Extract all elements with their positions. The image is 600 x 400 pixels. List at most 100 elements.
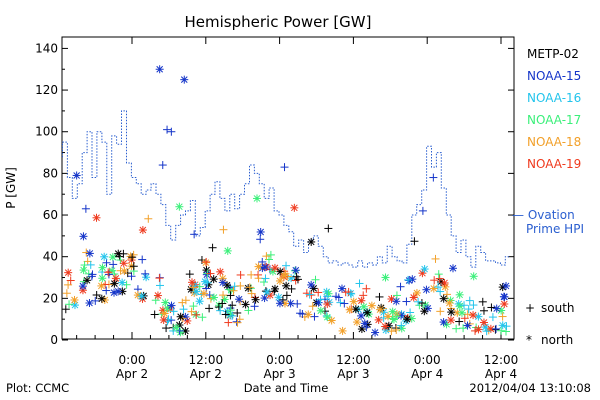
data-point-south xyxy=(247,289,256,298)
data-point-south xyxy=(487,303,496,312)
data-point-south xyxy=(355,279,364,288)
data-point-south xyxy=(492,324,501,333)
footer-timestamp: 2012/04/04 13:10:08 xyxy=(469,381,591,395)
data-point-south xyxy=(282,261,291,270)
data-point-south xyxy=(233,318,242,327)
footer-left: Plot: CCMC xyxy=(6,381,69,395)
data-point-south xyxy=(305,290,314,299)
x-tick-time: 0:00 xyxy=(119,353,146,367)
y-tick-label: 80 xyxy=(43,166,58,180)
x-tick-date: Apr 4 xyxy=(411,367,443,381)
data-point-north xyxy=(323,300,332,309)
x-tick-date: Apr 2 xyxy=(116,367,148,381)
data-point-north xyxy=(98,274,107,283)
data-point-north xyxy=(98,263,107,272)
data-point-south xyxy=(491,325,500,334)
data-point-south xyxy=(61,305,70,314)
data-point-north xyxy=(440,278,449,287)
data-point-south xyxy=(281,269,290,278)
data-point-north xyxy=(469,311,478,320)
y-tick-label: 100 xyxy=(35,125,58,139)
data-point-south xyxy=(81,204,90,213)
data-point-north xyxy=(72,171,81,180)
y-axis: 0 20 40 60 80 100 120 140 xyxy=(35,41,514,347)
data-point-south xyxy=(464,305,473,314)
data-point-south xyxy=(214,303,223,312)
data-point-south xyxy=(224,318,233,327)
data-point-north xyxy=(79,232,88,241)
data-point-south xyxy=(362,323,371,332)
data-point-south xyxy=(167,127,176,136)
data-point-north xyxy=(270,284,279,293)
data-point-south xyxy=(226,291,235,300)
data-point-south xyxy=(65,300,74,309)
data-point-north xyxy=(262,288,271,297)
data-point-south xyxy=(323,292,332,301)
data-point-south xyxy=(479,306,488,315)
data-point-north xyxy=(97,294,106,303)
data-point-south xyxy=(262,252,271,261)
data-point-north xyxy=(420,265,429,274)
data-point-south xyxy=(116,256,125,265)
data-point-north xyxy=(338,326,347,335)
data-point-south xyxy=(92,290,101,299)
data-point-south xyxy=(158,161,167,170)
data-point-south xyxy=(311,275,320,284)
data-point-south xyxy=(187,307,196,316)
data-point-north xyxy=(346,289,355,298)
data-point-south xyxy=(410,237,419,246)
data-point-south xyxy=(192,310,201,319)
x-tick-time: 12:00 xyxy=(336,353,371,367)
data-point-south xyxy=(463,310,472,319)
data-point-south xyxy=(205,304,214,313)
north-symbol: * xyxy=(526,333,532,347)
y-axis-label: P [GW] xyxy=(4,167,18,209)
data-point-north xyxy=(192,287,201,296)
data-point-south xyxy=(436,287,445,296)
data-point-south xyxy=(62,289,71,298)
data-point-south xyxy=(155,281,164,290)
data-point-north xyxy=(251,295,260,304)
data-point-south xyxy=(236,281,245,290)
data-point-north xyxy=(223,281,232,290)
data-point-south xyxy=(150,310,159,319)
data-point-north xyxy=(78,282,87,291)
data-point-south xyxy=(387,327,396,336)
data-point-south xyxy=(497,326,506,335)
data-point-north xyxy=(159,316,168,325)
ovation-line xyxy=(62,110,511,268)
data-point-south xyxy=(181,296,190,305)
data-point-north xyxy=(492,304,501,313)
ovation-series xyxy=(62,110,511,268)
data-point-south xyxy=(287,284,296,293)
data-point-north xyxy=(307,280,316,289)
legend-item: NOAA-17 xyxy=(527,113,581,127)
x-tick-date: Apr 3 xyxy=(337,367,369,381)
x-tick-date: Apr 4 xyxy=(485,367,517,381)
legend: METP-02 NOAA-15 NOAA-16 NOAA-17 NOAA-18 NOAA-… xyxy=(527,47,581,171)
data-point-north xyxy=(403,315,412,324)
data-point-north xyxy=(172,323,181,332)
data-point-north xyxy=(100,252,109,261)
data-point-north xyxy=(218,278,227,287)
data-point-north xyxy=(367,301,376,310)
data-point-north xyxy=(469,272,478,281)
legend-item: NOAA-18 xyxy=(527,135,581,149)
data-point-south xyxy=(247,270,256,279)
data-point-south xyxy=(498,312,507,321)
data-point-south xyxy=(91,296,100,305)
data-point-south xyxy=(162,324,171,333)
data-point-south xyxy=(280,163,289,172)
data-point-north xyxy=(499,292,508,301)
data-point-south xyxy=(392,325,401,334)
data-point-north xyxy=(92,213,101,222)
data-point-south xyxy=(443,290,452,299)
data-point-south xyxy=(104,270,113,279)
data-point-south xyxy=(254,274,263,283)
data-point-south xyxy=(396,282,405,291)
data-point-south xyxy=(340,299,349,308)
data-point-north xyxy=(316,306,325,315)
data-point-north xyxy=(167,301,176,310)
